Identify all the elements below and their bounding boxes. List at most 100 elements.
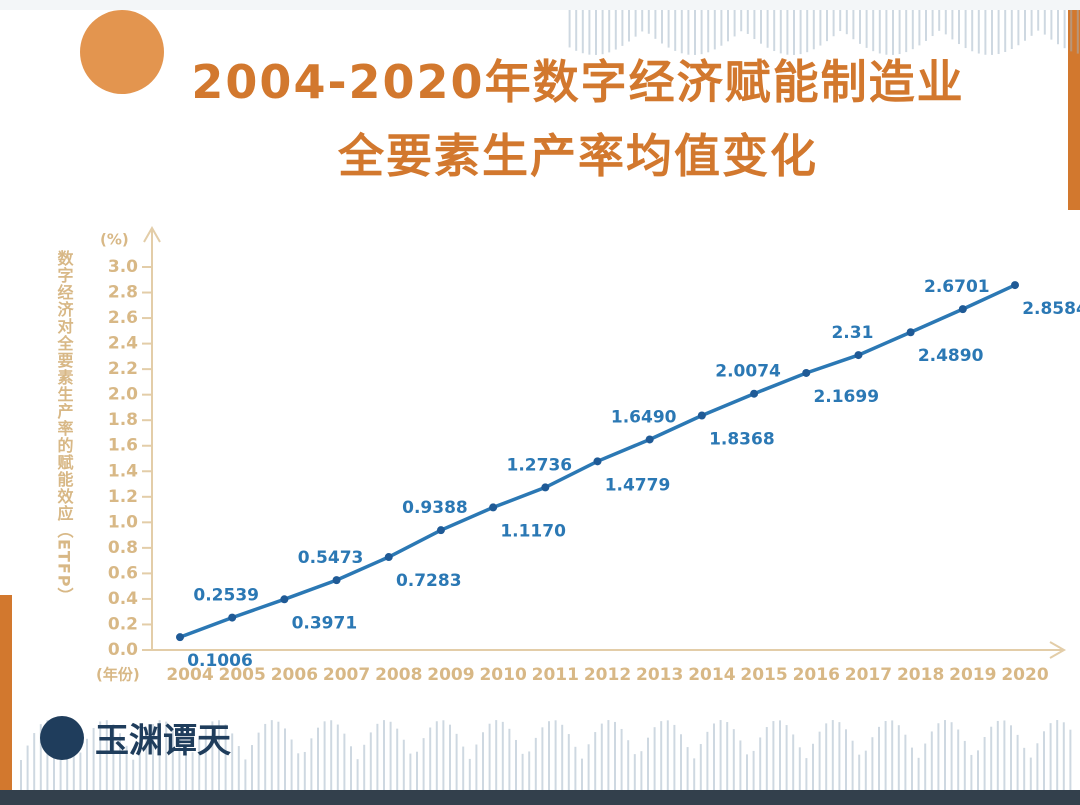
stripe — [666, 720, 669, 790]
stripe — [231, 733, 234, 790]
stripe — [759, 737, 762, 790]
stripe — [680, 10, 683, 54]
stripe — [897, 725, 900, 790]
stripe — [1016, 734, 1019, 790]
stripe — [191, 752, 194, 790]
stripe — [501, 721, 504, 790]
stripe — [924, 743, 927, 790]
stripe — [389, 721, 392, 790]
stripe — [607, 720, 610, 790]
stripe — [885, 10, 888, 55]
stripe — [198, 738, 201, 790]
stripe — [251, 745, 253, 790]
stripe — [330, 720, 333, 790]
stripe — [290, 739, 293, 790]
stripe — [581, 758, 583, 790]
stripe — [462, 746, 465, 790]
stripe — [878, 10, 881, 54]
stripe — [515, 739, 517, 790]
stripe — [825, 723, 828, 790]
stripe — [732, 729, 735, 790]
stripe — [495, 720, 498, 790]
stripe — [601, 10, 604, 55]
stripe — [350, 746, 352, 790]
stripe — [984, 10, 987, 55]
stripe — [244, 759, 247, 790]
stripe — [132, 759, 135, 790]
stripe — [892, 10, 894, 55]
stripe — [442, 720, 445, 790]
stripe — [957, 729, 960, 790]
data-point — [906, 328, 915, 337]
y-tick-label: 1.6 — [108, 436, 138, 456]
x-tick-label: 2005 — [219, 665, 266, 685]
stripe — [990, 726, 993, 790]
stripe — [845, 10, 848, 35]
stripe — [614, 10, 617, 50]
data-point — [384, 553, 393, 562]
x-tick-label: 2014 — [688, 665, 735, 685]
data-point — [854, 351, 863, 360]
data-label: 1.8368 — [709, 430, 775, 450]
stripe — [746, 754, 748, 790]
stripe — [185, 753, 187, 790]
data-label: 0.1006 — [187, 651, 253, 671]
data-label: 0.7283 — [396, 571, 462, 591]
stripe — [996, 720, 999, 790]
stripe — [634, 10, 637, 37]
stripe — [204, 727, 207, 790]
stripe — [575, 10, 578, 51]
y-tick-label: 3.0 — [108, 257, 138, 277]
x-tick-label: 2012 — [584, 665, 631, 685]
stripe — [521, 753, 524, 790]
stripe — [1003, 720, 1006, 790]
stripe — [918, 10, 921, 46]
stripe — [752, 750, 755, 790]
stripe — [33, 733, 36, 790]
stripe — [686, 747, 689, 790]
stripe — [773, 10, 776, 52]
stripe — [633, 754, 636, 790]
stripe — [284, 728, 286, 790]
y-tick-label: 0.4 — [108, 589, 138, 609]
data-label: 1.6490 — [611, 407, 677, 427]
data-label: 0.3971 — [292, 613, 358, 633]
stripe — [726, 722, 729, 790]
stripe — [719, 720, 722, 790]
y-tick-label: 2.4 — [108, 334, 138, 354]
stripe — [369, 732, 372, 790]
data-point — [541, 483, 550, 492]
data-label: 2.6701 — [924, 277, 990, 297]
y-tick-label: 1.4 — [108, 461, 138, 481]
stripe — [468, 758, 471, 790]
stripe — [86, 738, 88, 790]
stripe — [707, 10, 710, 53]
stripe — [356, 759, 359, 790]
stripe — [574, 746, 577, 790]
stripe — [872, 10, 875, 52]
brand: 玉渊谭天 — [95, 721, 231, 761]
stripe — [647, 10, 650, 34]
stripe — [963, 740, 966, 790]
stripe — [1056, 720, 1059, 790]
stripe — [680, 734, 682, 790]
stripe — [818, 731, 821, 790]
stripe — [765, 727, 768, 790]
stripe — [733, 10, 736, 37]
stripe — [884, 721, 887, 790]
stripe — [435, 721, 438, 790]
stripe — [1076, 10, 1079, 54]
stripe — [706, 731, 709, 790]
data-point — [332, 576, 341, 585]
stripe — [1050, 10, 1053, 40]
stripe — [39, 724, 42, 790]
stripe — [20, 760, 22, 790]
stripe — [336, 724, 339, 790]
stripe — [303, 751, 306, 790]
stripe — [983, 736, 986, 790]
stripe — [806, 10, 809, 53]
stripe — [977, 750, 979, 790]
stripe — [905, 10, 908, 53]
